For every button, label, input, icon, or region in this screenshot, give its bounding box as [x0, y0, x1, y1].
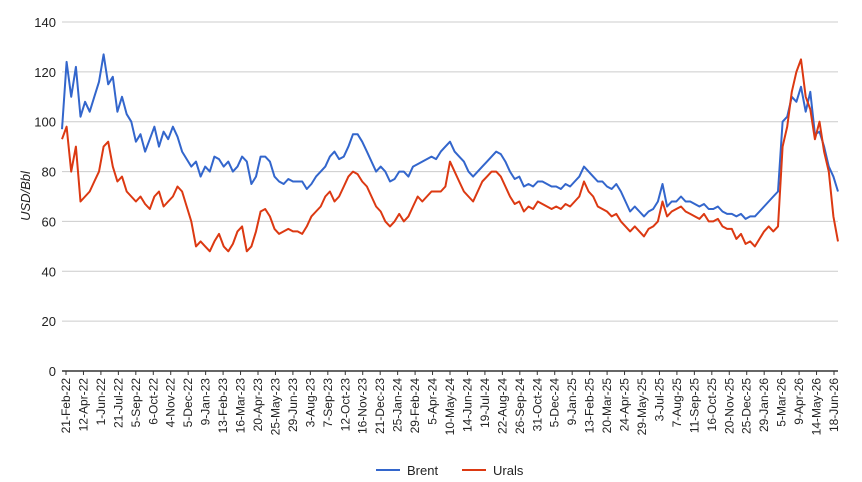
x-tick-label: 3-Aug-23 [303, 378, 317, 428]
y-axis-label: USD/Bbl [18, 170, 33, 221]
x-tick-label: 29-Jun-23 [286, 378, 300, 432]
x-tick-label: 9-Jan-23 [199, 378, 213, 426]
x-tick-label: 29-Feb-24 [408, 378, 422, 434]
x-tick-label: 29-Jan-26 [757, 378, 771, 432]
x-tick-label: 14-May-26 [810, 378, 824, 436]
y-tick-label: 0 [49, 364, 56, 379]
x-tick-label: 16-Mar-23 [234, 378, 248, 434]
x-tick-label: 5-Mar-26 [775, 378, 789, 427]
x-tick-label: 21-Jul-22 [111, 378, 125, 428]
y-axis-ticks: 0 20 40 60 80 100 120 140 [34, 15, 56, 379]
x-tick-label: 24-Apr-25 [618, 378, 632, 432]
x-tick-label: 22-Aug-24 [495, 378, 509, 434]
x-tick-label: 16-Oct-25 [705, 378, 719, 432]
x-tick-label: 20-Apr-23 [251, 378, 265, 432]
x-tick-label: 3-Jul-25 [652, 378, 666, 422]
series-line-brent [61, 53, 839, 220]
x-axis-ticks: 21-Feb-22 12-Apr-22 1-Jun-22 21-Jul-22 5-Sep… [59, 371, 841, 435]
x-tick-label: 5-Dec-24 [548, 378, 562, 428]
x-tick-label: 31-Oct-24 [530, 378, 544, 432]
x-tick-label: 7-Aug-25 [670, 378, 684, 428]
x-tick-label: 13-Feb-23 [216, 378, 230, 434]
y-tick-label: 120 [34, 65, 56, 80]
y-tick-label: 100 [34, 115, 56, 130]
x-tick-label: 12-Oct-23 [338, 378, 352, 432]
x-tick-label: 13-Feb-25 [583, 378, 597, 434]
legend-urals-label: Urals [493, 463, 524, 478]
x-tick-label: 7-Sep-23 [321, 378, 335, 428]
series-lines [61, 53, 839, 253]
x-tick-label: 18-Jun-26 [827, 378, 841, 432]
x-tick-label: 9-Apr-26 [792, 378, 806, 425]
x-tick-label: 1-Jun-22 [94, 378, 108, 426]
x-tick-label: 25-May-23 [268, 378, 282, 436]
x-tick-label: 9-Jan-25 [565, 378, 579, 426]
x-tick-label: 16-Nov-23 [356, 378, 370, 434]
x-tick-label: 10-May-24 [443, 378, 457, 436]
series-line-urals [61, 58, 839, 253]
x-tick-label: 21-Feb-22 [59, 378, 73, 434]
x-tick-label: 25-Jan-24 [391, 378, 405, 432]
y-tick-label: 80 [42, 165, 56, 180]
x-tick-label: 26-Sep-24 [513, 378, 527, 434]
x-tick-label: 25-Dec-25 [740, 378, 754, 434]
x-tick-label: 20-Nov-25 [722, 378, 736, 434]
y-tick-label: 140 [34, 15, 56, 30]
x-tick-label: 6-Oct-22 [146, 378, 160, 425]
legend[interactable]: Brent Urals [376, 463, 524, 478]
y-tick-label: 40 [42, 264, 56, 279]
gridlines [62, 21, 838, 372]
x-tick-label: 5-Sep-22 [129, 378, 143, 428]
x-tick-label: 29-May-25 [635, 378, 649, 436]
legend-brent-label: Brent [407, 463, 438, 478]
x-tick-label: 11-Sep-25 [687, 378, 701, 433]
y-tick-label: 60 [42, 214, 56, 229]
x-tick-label: 4-Nov-22 [164, 378, 178, 428]
x-tick-label: 20-Mar-25 [600, 378, 614, 434]
x-tick-label: 12-Apr-22 [76, 378, 90, 432]
x-tick-label: 14-Jun-24 [460, 378, 474, 432]
x-tick-label: 5-Apr-24 [426, 378, 440, 425]
x-tick-label: 21-Dec-23 [373, 378, 387, 434]
x-tick-label: 19-Jul-24 [478, 378, 492, 428]
x-tick-label: 5-Dec-22 [181, 378, 195, 428]
y-tick-label: 20 [42, 314, 56, 329]
